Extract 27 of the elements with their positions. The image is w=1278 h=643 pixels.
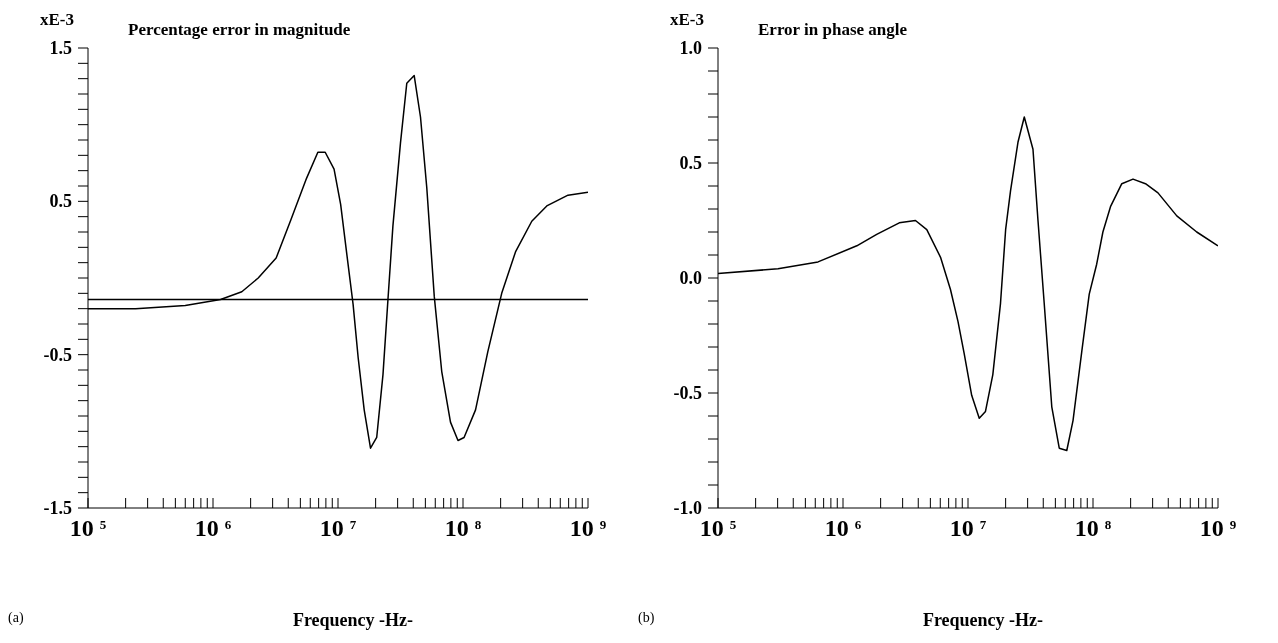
x-tick-label: 10$^{5}$ [69,515,107,541]
y-tick-label: 1.5 [49,38,72,58]
x-tick-label: 10$^{8}$ [1074,515,1112,541]
x-tick-label: 10$^{7}$ [949,515,987,541]
x-tick-label: 10$^{7}$ [319,515,357,541]
y-tick-label: -1.5 [43,498,72,518]
y-tick-label: -0.5 [673,383,702,403]
x-tick-label: 10$^{6}$ [194,515,232,541]
x-axis-title: Frequency -Hz- [292,610,414,630]
y-tick-label: 0.0 [679,268,702,288]
y-axis-title: xE-3 [40,10,74,30]
text: (b) [638,610,655,626]
y-tick-label: -1.0 [673,498,702,518]
x-tick-label: 10$^{9}$ [1199,515,1237,541]
chart-title: Percentage error in magnitude [128,20,351,40]
x-axis-title: Frequency -Hz- [922,610,1044,630]
y-tick-label: 0.5 [679,153,702,173]
x-tick-label: 10$^{6}$ [824,515,862,541]
y-tick-label: 0.5 [49,191,72,212]
x-tick-label: 10$^{8}$ [444,515,482,541]
x-tick-label: 10$^{9}$ [569,515,607,541]
y-axis-title: xE-3 [670,10,704,30]
chart-title: Error in phase angle [758,20,908,40]
x-tick-label: 10$^{5}$ [699,515,737,541]
y-tick-label: -0.5 [43,344,72,365]
y-tick-label: 1.0 [679,38,702,58]
text: (a) [8,610,24,626]
